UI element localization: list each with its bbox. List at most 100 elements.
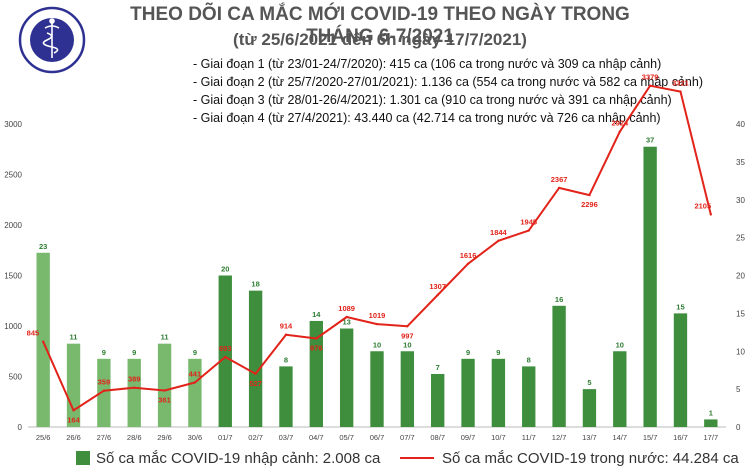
line-point xyxy=(648,84,652,87)
bar-data-label: 8 xyxy=(284,355,288,364)
right-axis-tick-label: 20 xyxy=(736,272,745,281)
chart-title: THEO DÕI CA MẮC MỚI COVID-19 THEO NGÀY T… xyxy=(130,4,630,47)
line-data-label: 1945 xyxy=(520,218,537,227)
legend-item-imported: Số ca mắc COVID-19 nhập cảnh: 2.008 ca xyxy=(76,450,380,467)
line-data-label: 2296 xyxy=(581,200,598,209)
bar xyxy=(370,351,384,427)
line-point xyxy=(466,262,470,265)
right-axis-tick-label: 25 xyxy=(736,234,745,243)
bar-data-label: 9 xyxy=(496,348,500,357)
bar xyxy=(613,351,627,427)
phase-note: - Giai đoạn 4 (từ 27/4/2021): 43.440 ca … xyxy=(193,111,661,125)
x-axis-tick-label: 16/7 xyxy=(673,433,688,442)
line-data-label: 3321 xyxy=(672,79,689,88)
line-point xyxy=(102,389,106,392)
bar xyxy=(339,328,354,427)
x-axis-tick-label: 28/6 xyxy=(127,433,142,442)
right-axis-tick-label: 35 xyxy=(736,158,745,167)
bar xyxy=(704,419,718,427)
x-axis-tick-label: 17/7 xyxy=(704,433,719,442)
line-point xyxy=(254,372,257,375)
line-data-label: 876 xyxy=(310,344,323,353)
phase-notes: - Giai đoạn 1 (từ 23/01-24/7/2020): 415 … xyxy=(193,55,703,127)
line-point xyxy=(557,186,561,190)
bar-data-label: 15 xyxy=(676,302,684,311)
bar-data-label: 11 xyxy=(161,333,169,342)
left-axis-tick-label: 500 xyxy=(9,373,23,382)
bar xyxy=(218,275,232,427)
x-axis-tick-label: 26/6 xyxy=(66,433,81,442)
x-axis-tick-label: 09/7 xyxy=(461,433,476,442)
line-point xyxy=(436,293,439,297)
bar xyxy=(552,305,566,427)
bar xyxy=(36,252,50,427)
bar xyxy=(491,358,506,427)
line-point xyxy=(406,325,409,328)
x-axis-tick-label: 11/7 xyxy=(522,433,536,442)
phase-note: - Giai đoạn 2 (từ 25/7/2020-27/01/2021):… xyxy=(193,75,703,89)
bar-data-label: 8 xyxy=(527,355,531,364)
bar xyxy=(643,146,657,427)
left-axis-tick-label: 2500 xyxy=(4,171,22,180)
chart-subtitle: (từ 25/6/2021 đến 6h ngày 17/7/2021) xyxy=(233,30,527,49)
legend-bar-label: Số ca mắc COVID-19 nhập cảnh: 2.008 ca xyxy=(96,450,381,467)
bar-data-label: 10 xyxy=(616,340,624,349)
x-axis-tick-label: 03/7 xyxy=(279,433,294,442)
x-axis-tick-label: 10/7 xyxy=(491,433,506,442)
caduceus-icon xyxy=(42,18,60,58)
bar xyxy=(127,358,141,427)
x-axis-tick-label: 29/6 xyxy=(157,433,172,442)
chart-legend: Số ca mắc COVID-19 nhập cảnh: 2.008 ca S… xyxy=(60,446,750,468)
line-point xyxy=(709,213,713,216)
bar xyxy=(97,358,111,427)
bar-data-label: 13 xyxy=(342,318,350,327)
left-axis-tick-label: 2000 xyxy=(4,221,22,230)
line-data-label: 997 xyxy=(401,331,414,340)
line-data-label: 1307 xyxy=(429,282,446,291)
bar-data-label: 37 xyxy=(646,136,654,145)
bar-data-label: 18 xyxy=(251,280,259,289)
bar-data-label: 23 xyxy=(39,242,47,251)
x-axis-tick-label: 14/7 xyxy=(612,433,627,442)
line-data-label: 1844 xyxy=(490,228,508,237)
line-data-label: 1019 xyxy=(369,311,386,320)
bar xyxy=(309,320,323,427)
left-axis-tick-label: 3000 xyxy=(4,120,22,129)
bar xyxy=(582,389,597,427)
line-point xyxy=(618,130,621,133)
bar-data-label: 9 xyxy=(193,348,197,357)
x-axis-tick-label: 05/7 xyxy=(339,433,354,442)
line-point xyxy=(527,229,530,232)
x-axis-tick-label: 08/7 xyxy=(430,433,445,442)
bar-data-label: 20 xyxy=(221,265,229,274)
line-point xyxy=(224,355,227,359)
x-axis-tick-label: 12/7 xyxy=(552,433,567,442)
x-axis-tick-label: 25/6 xyxy=(36,433,51,442)
covid-cases-chart: 0500100015002000250030000510152025303540… xyxy=(4,73,745,442)
bar xyxy=(188,358,202,427)
bar xyxy=(157,343,172,427)
bar-data-label: 11 xyxy=(70,333,78,342)
legend-item-domestic: Số ca mắc COVID-19 trong nước: 44.284 ca xyxy=(400,450,739,467)
bar xyxy=(673,313,688,427)
right-axis-tick-label: 40 xyxy=(736,120,745,129)
bar-data-label: 9 xyxy=(466,348,470,357)
line-data-label: 693 xyxy=(219,344,232,353)
x-axis-tick-label: 06/7 xyxy=(370,433,385,442)
bar xyxy=(461,358,475,427)
left-axis-tick-label: 1000 xyxy=(4,322,22,331)
line-point xyxy=(41,340,45,343)
bar-data-label: 10 xyxy=(373,340,381,349)
line-data-label: 441 xyxy=(189,369,202,378)
bar-data-label: 7 xyxy=(436,363,440,372)
legend-line-label: Số ca mắc COVID-19 trong nước: 44.284 ca xyxy=(442,450,739,467)
line-point xyxy=(193,381,197,384)
left-axis-tick-label: 0 xyxy=(18,423,23,432)
line-data-label: 1616 xyxy=(460,251,477,260)
line-point xyxy=(284,333,288,336)
bar-data-label: 9 xyxy=(132,348,136,357)
line-data-label: 3379 xyxy=(642,73,659,82)
right-axis-tick-label: 0 xyxy=(736,423,741,432)
line-point xyxy=(133,386,136,389)
line-data-label: 359 xyxy=(98,378,111,387)
